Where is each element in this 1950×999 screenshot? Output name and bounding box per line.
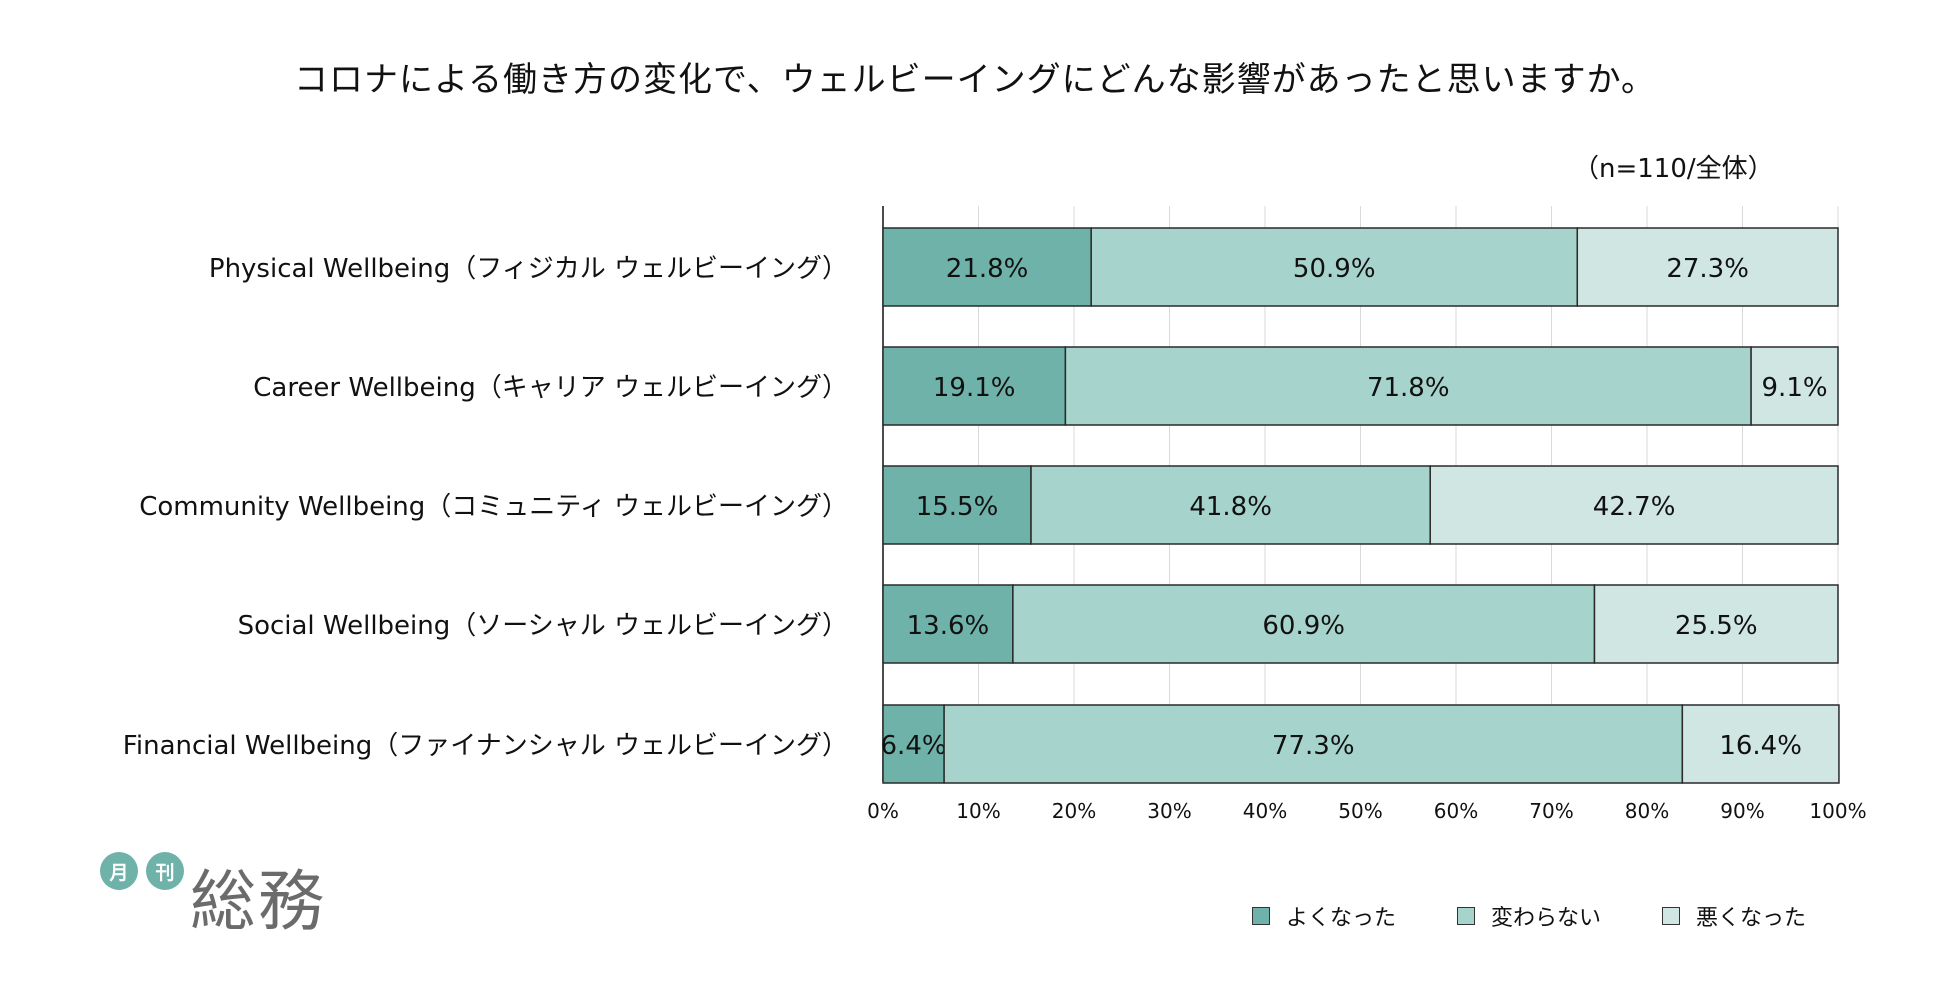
data-label: 13.6% xyxy=(907,611,990,641)
legend-label-worse: 悪くなった xyxy=(1696,906,1807,931)
sample-size-note: （n=110/全体） xyxy=(1573,154,1774,184)
category-label: Financial Wellbeing（ファイナンシャル ウェルビーイング） xyxy=(123,731,848,761)
legend-item-better: よくなった xyxy=(1252,900,1396,932)
bar-segment-same xyxy=(1090,227,1579,307)
data-label: 15.5% xyxy=(916,492,999,522)
data-label: 16.4% xyxy=(1719,731,1802,761)
bar-segment-better xyxy=(882,584,1014,664)
legend-swatch-better xyxy=(1252,907,1270,925)
legend-item-worse: 悪くなった xyxy=(1662,900,1806,932)
legend-label-same: 変わらない xyxy=(1491,906,1602,931)
legend-swatch-same xyxy=(1457,907,1475,925)
data-label: 19.1% xyxy=(933,373,1016,403)
x-tick-label: 80% xyxy=(1625,799,1669,823)
chart-title: コロナによる働き方の変化で、ウェルビーイングにどんな影響があったと思いますか。 xyxy=(294,60,1656,100)
data-label: 71.8% xyxy=(1367,373,1450,403)
category-label: Career Wellbeing（キャリア ウェルビーイング） xyxy=(253,373,848,403)
data-label: 27.3% xyxy=(1666,254,1749,284)
x-tick-label: 60% xyxy=(1434,799,1478,823)
data-label: 41.8% xyxy=(1189,492,1272,522)
data-label: 50.9% xyxy=(1293,254,1376,284)
bar-segment-better xyxy=(882,465,1032,545)
x-tick-label: 70% xyxy=(1529,799,1573,823)
x-tick-label: 40% xyxy=(1243,799,1287,823)
bar-segment-worse xyxy=(1681,704,1840,784)
x-tick-label: 10% xyxy=(956,799,1000,823)
data-label: 60.9% xyxy=(1262,611,1345,641)
data-label: 9.1% xyxy=(1762,373,1828,403)
stacked-bar-chart: 0% 10% 20% 30% 40% 50% 60% 70% 80% 90% 100% Physica… xyxy=(123,206,1867,823)
x-tick-label: 100% xyxy=(1809,799,1866,823)
bar-segment-worse xyxy=(1429,465,1839,545)
legend-label-better: よくなった xyxy=(1286,906,1397,931)
category-label: Physical Wellbeing（フィジカル ウェルビーイング） xyxy=(209,254,848,284)
x-tick-label: 20% xyxy=(1052,799,1096,823)
bar-segment-worse xyxy=(1576,227,1839,307)
data-label: 77.3% xyxy=(1272,731,1355,761)
data-label: 21.8% xyxy=(946,254,1029,284)
bar-segment-worse xyxy=(1750,346,1839,426)
category-label: Social Wellbeing（ソーシャル ウェルビーイング） xyxy=(238,611,848,641)
data-label: 42.7% xyxy=(1593,492,1676,522)
publisher-logo: 月 刊 総務 xyxy=(100,848,330,940)
bar-segment-same xyxy=(1012,584,1596,664)
logo-wordmark: 総務 xyxy=(190,863,326,940)
legend-item-same: 変わらない xyxy=(1457,900,1601,932)
data-label: 25.5% xyxy=(1675,611,1758,641)
logo-badge-1: 月 xyxy=(100,852,138,890)
legend-swatch-worse xyxy=(1662,907,1680,925)
category-label: Community Wellbeing（コミュニティ ウェルビーイング） xyxy=(139,492,848,522)
x-tick-label: 0% xyxy=(867,799,899,823)
x-tick-label: 90% xyxy=(1720,799,1764,823)
data-label: 6.4% xyxy=(881,731,947,761)
bar-segment-worse xyxy=(1593,584,1839,664)
bar-segment-better xyxy=(882,227,1092,307)
logo-badge-2: 刊 xyxy=(146,852,184,890)
x-tick-label: 30% xyxy=(1147,799,1191,823)
bar-segment-same xyxy=(1030,465,1431,545)
x-tick-label: 50% xyxy=(1338,799,1382,823)
